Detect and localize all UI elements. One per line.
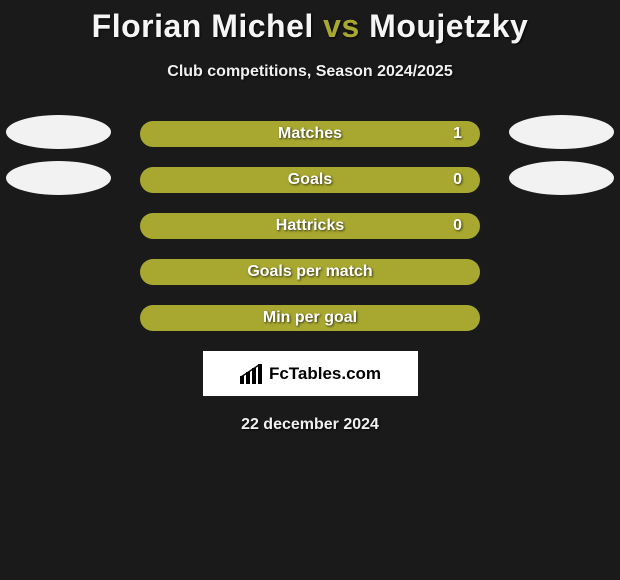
left-value-ellipse	[6, 115, 111, 149]
comparison-title: Florian Michel vs Moujetzky	[0, 0, 620, 45]
stat-bar: Matches 1	[140, 121, 480, 147]
brand-badge: FcTables.com	[203, 351, 418, 396]
right-value-ellipse	[509, 161, 614, 195]
stats-container: Matches 1 Goals 0 Hattricks 0 Goals per match M…	[0, 121, 620, 333]
stat-label: Matches	[278, 125, 342, 143]
stat-bar: Goals per match	[140, 259, 480, 285]
right-value-ellipse	[509, 115, 614, 149]
stat-bar: Min per goal	[140, 305, 480, 331]
stat-row: Goals per match	[0, 259, 620, 287]
player2-name: Moujetzky	[369, 8, 528, 44]
stat-label: Hattricks	[276, 217, 344, 235]
subtitle: Club competitions, Season 2024/2025	[0, 63, 620, 81]
stat-value: 1	[453, 125, 462, 143]
brand-text: FcTables.com	[269, 364, 381, 384]
left-value-ellipse	[6, 161, 111, 195]
stat-row: Goals 0	[0, 167, 620, 195]
brand-chart-icon	[239, 364, 263, 384]
stat-bar: Hattricks 0	[140, 213, 480, 239]
stat-value: 0	[453, 217, 462, 235]
stat-label: Goals per match	[247, 263, 372, 281]
stat-row: Hattricks 0	[0, 213, 620, 241]
stat-row: Min per goal	[0, 305, 620, 333]
date-text: 22 december 2024	[0, 416, 620, 434]
stat-row: Matches 1	[0, 121, 620, 149]
stat-bar: Goals 0	[140, 167, 480, 193]
vs-text: vs	[323, 8, 360, 44]
player1-name: Florian Michel	[92, 8, 314, 44]
stat-value: 0	[453, 171, 462, 189]
stat-label: Goals	[288, 171, 332, 189]
stat-label: Min per goal	[263, 309, 357, 327]
